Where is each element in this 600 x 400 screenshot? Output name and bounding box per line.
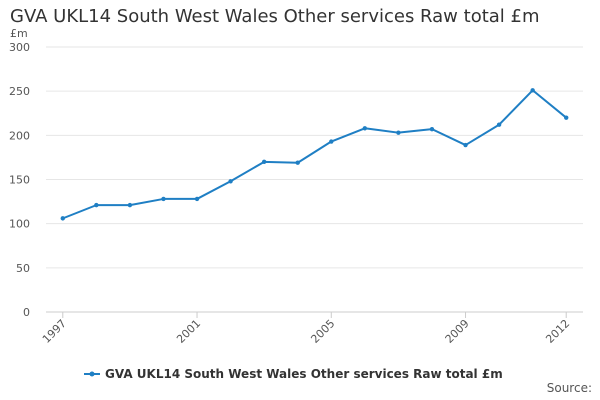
data-point-2001[interactable] [194, 196, 200, 202]
y-tick-label-50: 50 [16, 262, 30, 275]
series-line-0 [62, 89, 567, 220]
x-tick-label-2001: 2001 [174, 317, 203, 346]
x-axis: 1997 2001 2005 2009 2012 [40, 312, 572, 346]
x-tick-label-2009: 2009 [443, 317, 472, 346]
data-point-2005[interactable] [329, 139, 334, 144]
data-point-2012[interactable] [564, 115, 569, 120]
x-tick-label-2012: 2012 [543, 317, 572, 346]
data-point-1997[interactable] [60, 216, 65, 221]
x-tick-label-2005: 2005 [308, 317, 337, 346]
data-point-1999[interactable] [127, 202, 133, 208]
data-point-2007[interactable] [396, 130, 401, 135]
data-point-2011[interactable] [530, 88, 535, 93]
gridlines [46, 46, 583, 313]
y-axis-ticks: 0 50 100 150 200 250 300 [9, 41, 30, 319]
y-tick-label-200: 200 [9, 129, 30, 142]
series-layer [60, 88, 569, 221]
data-point-2004[interactable] [295, 160, 300, 165]
y-tick-label-100: 100 [9, 218, 30, 231]
data-point-2008[interactable] [429, 126, 435, 132]
data-point-1998[interactable] [94, 202, 99, 208]
data-point-2003[interactable] [261, 159, 267, 165]
y-axis-unit-label: £m [10, 27, 28, 40]
data-point-2002[interactable] [228, 179, 233, 184]
data-point-2009[interactable] [463, 142, 468, 148]
y-tick-label-150: 150 [9, 174, 30, 187]
data-point-2010[interactable] [496, 122, 502, 127]
y-tick-label-250: 250 [9, 85, 30, 98]
legend-marker [89, 371, 95, 377]
legend-item-label[interactable]: GVA UKL14 South West Wales Other service… [105, 367, 503, 381]
chart-title: GVA UKL14 South West Wales Other service… [10, 6, 540, 27]
legend: GVA UKL14 South West Wales Other service… [84, 367, 503, 381]
x-tick-label-1997: 1997 [40, 317, 69, 346]
source-label[interactable]: Source: [546, 381, 592, 395]
data-point-2000[interactable] [161, 196, 166, 202]
y-tick-label-0: 0 [23, 306, 30, 319]
data-point-2006[interactable] [362, 126, 368, 131]
y-tick-label-300: 300 [9, 41, 30, 54]
